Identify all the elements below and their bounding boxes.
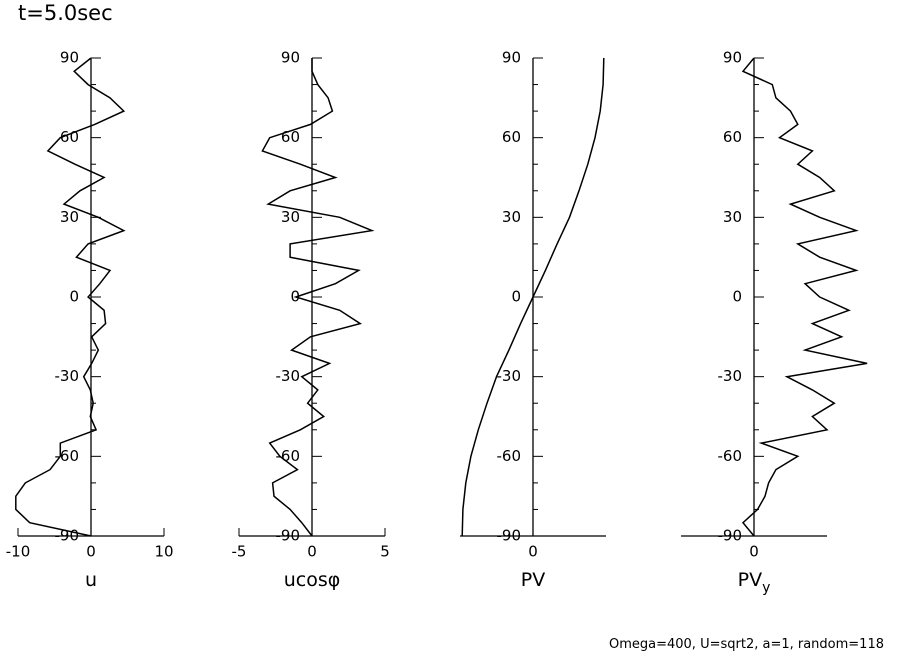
y-tick-label: 30 — [502, 208, 521, 226]
footer: Omega=400, U=sqrt2, a=1, random=118 — [609, 637, 884, 652]
x-axis-label-text: PV — [521, 569, 545, 591]
profile-line — [261, 58, 375, 537]
profile-line — [15, 57, 126, 537]
y-tick-label: 60 — [723, 128, 742, 146]
y-tick-label: -30 — [276, 367, 301, 385]
y-tick-label: -90 — [718, 527, 743, 545]
x-axis-label: PV — [521, 569, 545, 591]
x-tick-label: -5 — [232, 543, 247, 561]
y-tick-label: 90 — [60, 49, 79, 67]
y-tick-label: 0 — [732, 288, 742, 306]
x-tick-label: 0 — [86, 543, 96, 561]
x-tick-label: 0 — [528, 543, 538, 561]
y-tick-label: -60 — [55, 447, 80, 465]
y-tick-label: 90 — [502, 49, 521, 67]
y-tick-label: 90 — [281, 49, 300, 67]
x-axis-label: ucosφ — [284, 569, 341, 591]
y-tick-label: -60 — [497, 447, 522, 465]
y-tick-label: 90 — [723, 49, 742, 67]
y-tick-label: 30 — [60, 208, 79, 226]
y-tick-label: 60 — [502, 128, 521, 146]
y-tick-label: -30 — [497, 367, 522, 385]
y-tick-label: -60 — [276, 447, 301, 465]
y-tick-label: 0 — [69, 288, 79, 306]
x-axis-label-subscript: y — [762, 580, 770, 596]
x-tick-label: 0 — [307, 543, 317, 561]
y-tick-label: -90 — [55, 527, 80, 545]
x-tick-label: 0 — [749, 543, 759, 561]
y-tick-label: -90 — [276, 527, 301, 545]
y-tick-label: -90 — [497, 527, 522, 545]
y-tick-label: -60 — [718, 447, 743, 465]
x-axis-label: u — [85, 569, 97, 591]
y-tick-label: 0 — [511, 288, 521, 306]
x-axis-label-text: ucosφ — [284, 569, 341, 591]
x-axis-label: PVy — [738, 569, 771, 596]
figure-title: t=5.0sec — [18, 1, 113, 25]
x-axis-label-text: PV — [738, 569, 762, 591]
x-axis-label-text: u — [85, 569, 97, 591]
y-tick-label: -30 — [718, 367, 743, 385]
y-tick-label: 30 — [281, 208, 300, 226]
x-tick-label: 10 — [154, 543, 173, 561]
profile-line — [461, 57, 605, 537]
y-tick-label: -30 — [55, 367, 80, 385]
x-tick-label: 5 — [380, 543, 390, 561]
profile-line — [741, 57, 868, 537]
x-tick-label: -10 — [6, 543, 31, 561]
y-tick-label: 30 — [723, 208, 742, 226]
